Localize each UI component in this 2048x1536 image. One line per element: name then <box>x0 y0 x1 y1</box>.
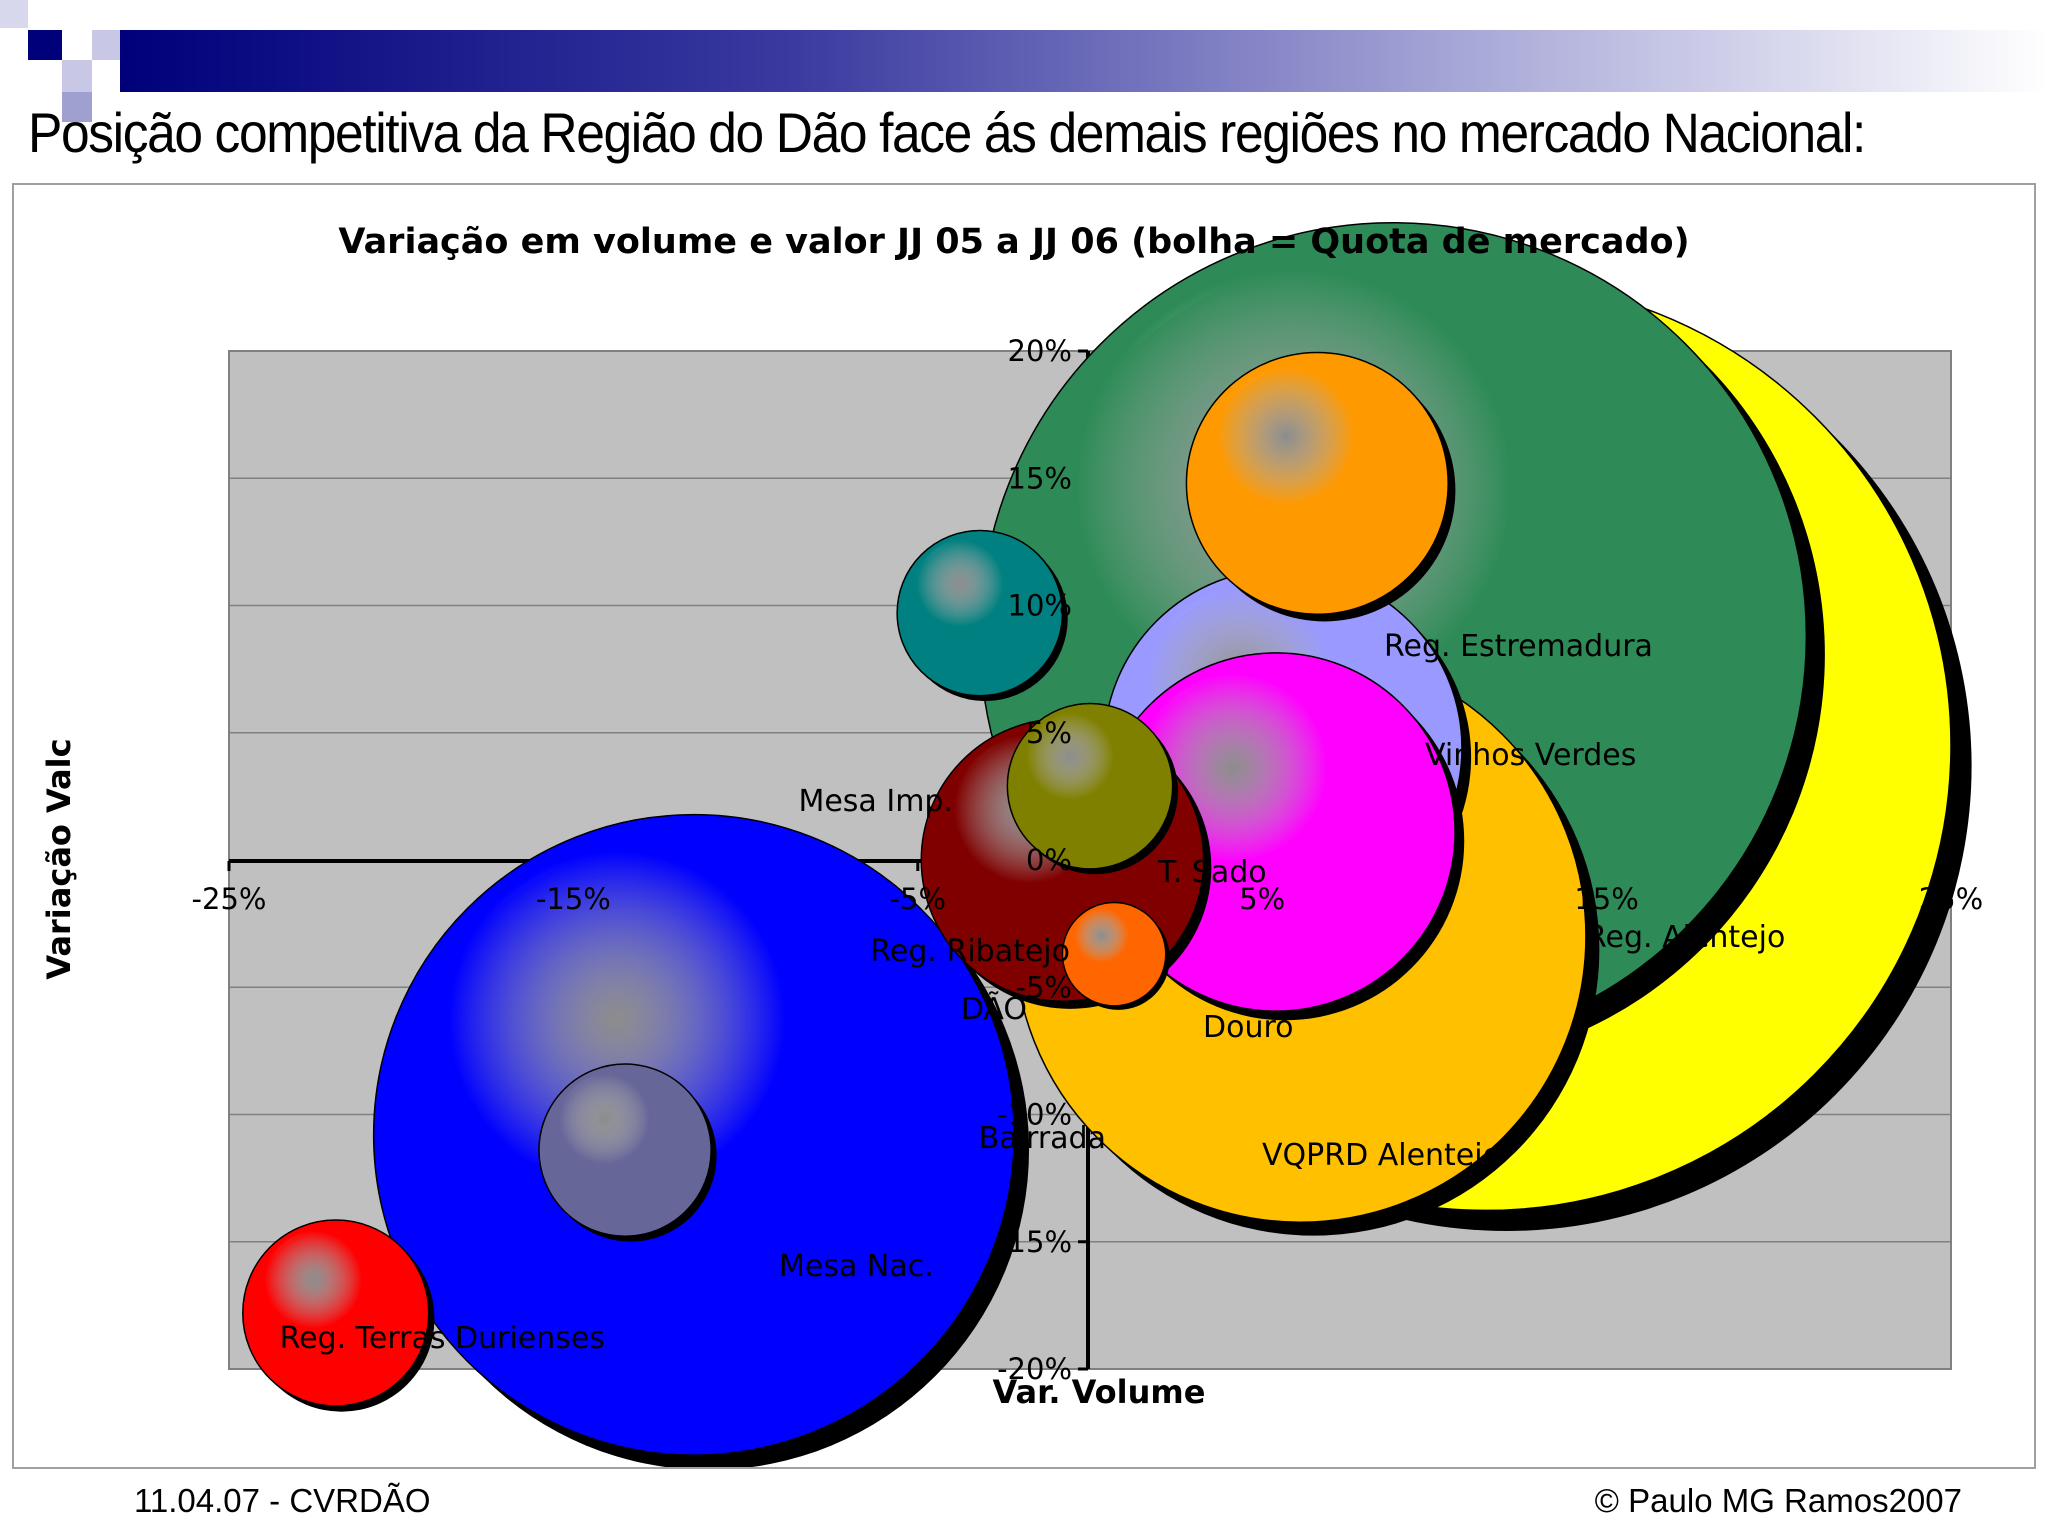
bubble-label: Reg. Estremadura <box>1384 629 1653 664</box>
bubble-label: Reg. Alentejo <box>1586 920 1785 955</box>
y-tick-label: 15% <box>1008 461 1072 495</box>
x-tick-label: -15% <box>536 882 611 916</box>
chart-title: Variação em volume e valor JJ 05 a JJ 06… <box>338 222 1689 262</box>
bubble-label: Reg. Ribatejo <box>870 934 1070 969</box>
bubble-label: VQPRD Alentejo <box>1262 1138 1501 1173</box>
y-tick-label: -15% <box>997 1225 1072 1259</box>
bubble <box>538 1063 712 1237</box>
bubble-label: Reg. Terras Durienses <box>280 1321 605 1356</box>
x-tick-label: 25% <box>1919 882 1983 916</box>
footer-date: 11.04.07 - CVRDÃO <box>134 1482 431 1519</box>
bubble <box>242 1219 430 1407</box>
y-axis-title: Variação Valc <box>40 738 78 979</box>
bubble-label: Mesa Nac. <box>779 1249 934 1284</box>
bubble-label: Douro <box>1203 1010 1294 1045</box>
x-tick-label: 15% <box>1574 882 1638 916</box>
title-banner <box>0 0 2048 122</box>
x-tick-label: -5% <box>890 882 946 916</box>
bubble-chart: -25% -15% -5% 5% 15% 25% 20% 15% 10% 5% 0% -5% -10% -… <box>40 222 1983 1467</box>
bubble <box>1061 901 1167 1007</box>
y-tick-label: -10% <box>997 1098 1072 1132</box>
bubble <box>896 529 1064 697</box>
y-tick-label: 0% <box>1026 843 1072 877</box>
y-tick-label: -5% <box>1016 970 1072 1004</box>
bubble <box>1185 351 1449 615</box>
slide-title: Posição competitiva da Região do Dão fac… <box>28 101 1866 164</box>
y-tick-label: 20% <box>1008 334 1072 368</box>
bubble-label: Vinhos Verdes <box>1425 738 1636 773</box>
bubble-label: Bairrada <box>979 1121 1106 1156</box>
y-tick-label: 5% <box>1026 716 1072 750</box>
x-axis-title: Var. Volume <box>993 1373 1206 1411</box>
bubble-label: T. Sado <box>1157 855 1267 890</box>
chart-frame: -25% -15% -5% 5% 15% 25% 20% 15% 10% 5% 0% -5% -10% -… <box>12 183 2036 1469</box>
footer-copyright: © Paulo MG Ramos2007 <box>1594 1482 1962 1519</box>
bubble-label: DÃO <box>961 991 1027 1027</box>
bubble <box>1006 702 1174 870</box>
y-tick-label: -20% <box>997 1352 1072 1386</box>
bubble-label: Mesa Imp. <box>798 784 953 819</box>
x-tick-label: 5% <box>1239 882 1285 916</box>
x-tick-label: -25% <box>192 882 267 916</box>
y-tick-label: 10% <box>1008 589 1072 623</box>
